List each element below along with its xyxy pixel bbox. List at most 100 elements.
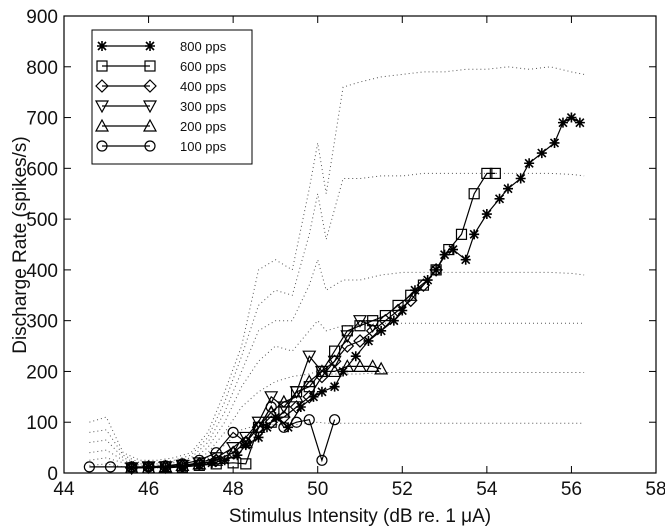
data-point — [494, 193, 505, 204]
x-tick-label: 48 — [223, 479, 244, 500]
x-tick-label: 44 — [53, 479, 75, 500]
data-point — [391, 303, 405, 318]
data-point — [226, 445, 241, 459]
legend: 800 pps 600 pps 400 pps 300 pps 200 pps 100 p… — [91, 29, 253, 165]
data-point — [316, 454, 328, 466]
data-point — [227, 426, 239, 438]
data-point — [283, 422, 294, 433]
data-point — [353, 334, 367, 348]
data-point — [278, 421, 290, 433]
y-tick-label: 400 — [26, 261, 58, 282]
data-point — [365, 359, 380, 372]
legend-label: 800 pps — [180, 39, 227, 54]
legend-marker — [94, 118, 110, 132]
data-point — [314, 364, 329, 378]
data-point — [303, 414, 315, 426]
legend-marker — [97, 41, 107, 51]
data-point — [210, 447, 222, 459]
data-point — [264, 391, 279, 405]
data-point — [374, 361, 389, 375]
data-point — [83, 461, 95, 473]
data-point — [160, 462, 171, 473]
data-point — [340, 359, 355, 372]
plot-frame — [63, 15, 657, 474]
data-point — [429, 263, 443, 277]
x-tick-label: 52 — [392, 479, 413, 500]
data-point — [365, 323, 380, 338]
legend-marker — [95, 79, 109, 93]
data-point — [352, 315, 368, 328]
data-point — [489, 167, 501, 180]
legend-label: 400 pps — [180, 79, 227, 94]
y-axis-title: Discharge Rate (spikes/s) — [10, 136, 31, 354]
data-point — [468, 188, 480, 200]
legend-marker — [142, 118, 158, 132]
data-point — [365, 320, 380, 333]
data-point — [455, 228, 468, 240]
data-point — [290, 416, 303, 428]
data-point — [566, 112, 577, 123]
data-point — [192, 456, 207, 470]
data-point — [209, 453, 224, 466]
data-point — [176, 458, 188, 470]
legend-marker — [143, 79, 157, 93]
data-point — [557, 117, 568, 128]
legend-marker — [96, 60, 108, 72]
legend-marker — [145, 41, 155, 51]
data-point — [316, 386, 327, 397]
data-point — [219, 455, 230, 466]
legend-marker — [94, 100, 110, 114]
y-tick-label: 900 — [26, 7, 58, 28]
data-point — [376, 325, 387, 336]
data-point — [327, 364, 342, 378]
data-point — [295, 401, 306, 412]
data-point — [340, 330, 355, 344]
axis-ticks: 44 46 48 50 52 54 56 58 0 100 200 300 400 500 600 700 80… — [26, 7, 665, 500]
legend-marker — [144, 140, 156, 152]
legend-item: 200 pps — [94, 118, 227, 134]
legend-box — [91, 29, 253, 165]
data-point — [126, 462, 137, 473]
data-point — [443, 243, 455, 256]
data-point — [524, 158, 535, 169]
y-tick-label: 600 — [26, 159, 58, 180]
data-point — [289, 386, 304, 400]
data-point — [308, 391, 319, 402]
data-point — [252, 421, 265, 433]
data-point — [265, 401, 277, 413]
data-point — [264, 415, 279, 430]
y-tick-label: 300 — [26, 312, 58, 333]
legend-item: 300 pps — [94, 99, 227, 114]
data-point — [289, 400, 304, 414]
data-point — [388, 315, 399, 326]
series-line — [89, 405, 336, 468]
y-tick-label: 500 — [26, 210, 58, 231]
data-point — [126, 461, 138, 473]
data-point — [193, 454, 205, 466]
legend-item: 600 pps — [96, 59, 227, 74]
y-tick-label: 700 — [26, 109, 58, 130]
data-point — [240, 436, 252, 449]
data-point — [352, 359, 368, 372]
data-point — [276, 394, 291, 408]
data-point — [430, 264, 442, 276]
data-point — [549, 137, 560, 148]
legend-item: 100 pps — [96, 139, 227, 154]
data-point — [104, 461, 117, 473]
data-point — [481, 209, 492, 220]
x-tick-label: 50 — [307, 479, 328, 500]
data-point — [159, 460, 172, 472]
data-point — [329, 414, 341, 426]
y-tick-label: 0 — [47, 464, 58, 485]
data-point — [417, 279, 430, 291]
legend-label: 600 pps — [180, 59, 227, 74]
data-point — [378, 313, 393, 328]
data-point — [448, 244, 459, 255]
data-point — [240, 440, 251, 451]
data-point — [289, 389, 304, 403]
data-point — [515, 173, 526, 184]
legend-label: 300 pps — [180, 99, 227, 114]
series-circle — [83, 401, 341, 473]
data-point — [240, 458, 252, 470]
